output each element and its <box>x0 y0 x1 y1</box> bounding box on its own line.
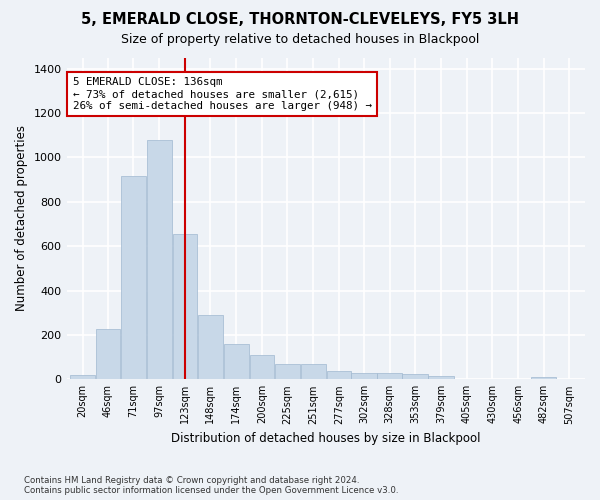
Bar <box>532 377 556 380</box>
Bar <box>173 234 197 380</box>
Bar <box>147 140 172 380</box>
Text: 5, EMERALD CLOSE, THORNTON-CLEVELEYS, FY5 3LH: 5, EMERALD CLOSE, THORNTON-CLEVELEYS, FY… <box>81 12 519 28</box>
Bar <box>70 376 95 380</box>
Bar <box>121 176 146 380</box>
Bar <box>96 330 120 380</box>
Bar <box>224 344 249 380</box>
Text: Contains HM Land Registry data © Crown copyright and database right 2024.
Contai: Contains HM Land Registry data © Crown c… <box>24 476 398 495</box>
Bar <box>377 373 402 380</box>
Text: 5 EMERALD CLOSE: 136sqm
← 73% of detached houses are smaller (2,615)
26% of semi: 5 EMERALD CLOSE: 136sqm ← 73% of detache… <box>73 78 371 110</box>
Bar <box>250 356 274 380</box>
Bar <box>275 364 300 380</box>
Bar <box>403 374 428 380</box>
Bar <box>197 315 223 380</box>
Bar <box>301 364 326 380</box>
Y-axis label: Number of detached properties: Number of detached properties <box>15 126 28 312</box>
Bar <box>326 371 351 380</box>
Bar <box>352 373 377 380</box>
Text: Size of property relative to detached houses in Blackpool: Size of property relative to detached ho… <box>121 32 479 46</box>
Bar <box>428 376 454 380</box>
X-axis label: Distribution of detached houses by size in Blackpool: Distribution of detached houses by size … <box>171 432 481 445</box>
